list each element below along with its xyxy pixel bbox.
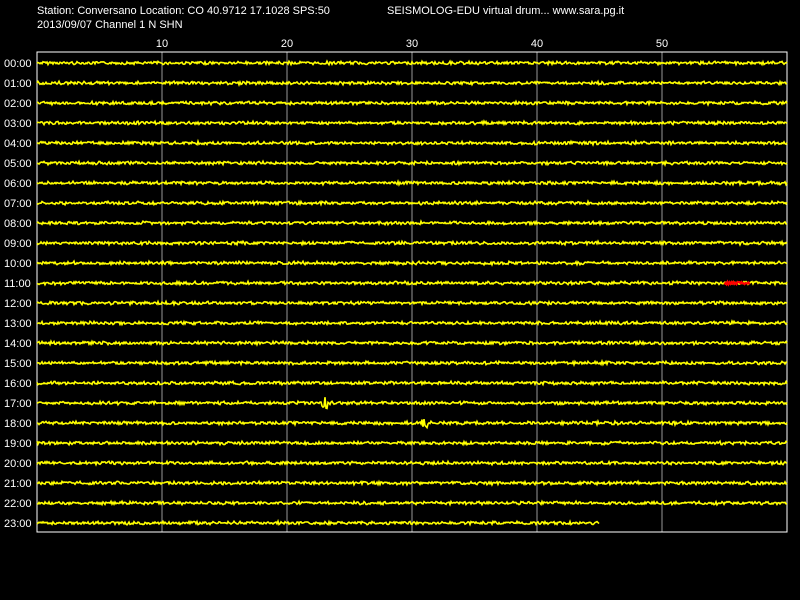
date-channel-info: 2013/09/07 Channel 1 N SHN [37,19,183,31]
row-label-1500: 15:00 [4,358,32,370]
row-label-0400: 04:00 [4,138,32,150]
row-label-1600: 16:00 [4,378,32,390]
row-label-0600: 06:00 [4,178,32,190]
trace-0300 [36,119,788,127]
row-label-1400: 14:00 [4,338,32,350]
row-label-2300: 23:00 [4,518,32,530]
credit-info: SEISMOLOG-EDU virtual drum... www.sara.p… [387,5,625,17]
trace-1500 [36,358,788,368]
row-label-0500: 05:00 [4,158,32,170]
trace-2200 [36,499,787,507]
row-label-2100: 21:00 [4,478,32,490]
trace-1100 [36,279,788,287]
row-label-1100: 11:00 [4,278,31,290]
row-label-1900: 19:00 [4,438,32,450]
trace-0900 [36,239,788,247]
trace-2100 [36,479,788,487]
row-label-0700: 07:00 [4,198,32,210]
trace-0700 [36,199,788,207]
trace-0500 [36,159,788,167]
trace-0600 [36,179,788,187]
row-label-0800: 08:00 [4,218,32,230]
row-label-0100: 01:00 [4,78,32,90]
header-left: Station: Conversano Location: CO 40.9712… [37,4,330,32]
row-label-0900: 09:00 [4,238,32,250]
row-label-1700: 17:00 [4,398,32,410]
trace-1900 [36,439,788,447]
row-label-0200: 02:00 [4,98,32,110]
trace-0100 [36,79,788,87]
trace-1000 [36,259,788,267]
trace-0400 [36,138,788,147]
row-label-0300: 03:00 [4,118,32,130]
x-tick-label-40: 40 [531,38,543,50]
trace-1300 [36,319,788,327]
trace-1700 [36,397,788,410]
row-label-1800: 18:00 [4,418,32,430]
station-info: Station: Conversano Location: CO 40.9712… [37,5,330,17]
trace-1400 [36,339,788,347]
row-label-2000: 20:00 [4,458,32,470]
row-label-1200: 12:00 [4,298,32,310]
row-label-1300: 13:00 [4,318,32,330]
x-tick-label-50: 50 [656,38,668,50]
trace-2000 [36,459,788,467]
trace-2300 [36,518,600,527]
trace-1200 [36,299,788,307]
trace-1600 [36,379,788,387]
trace-0200 [36,99,788,107]
row-label-1000: 10:00 [4,258,32,270]
trace-0800 [36,219,788,227]
row-label-2200: 22:00 [4,498,32,510]
x-tick-label-10: 10 [156,38,168,50]
trace-1800 [36,418,788,430]
row-label-0000: 00:00 [4,58,32,70]
event-marker-1100-0 [723,279,751,287]
trace-0000 [36,59,788,67]
x-tick-label-30: 30 [406,38,418,50]
x-tick-label-20: 20 [281,38,293,50]
